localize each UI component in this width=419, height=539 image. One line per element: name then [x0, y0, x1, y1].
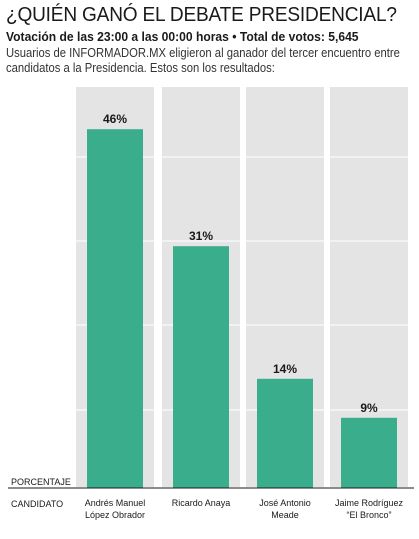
bar [173, 246, 229, 488]
chart-subtitle: Votación de las 23:00 a las 00:00 horas … [6, 29, 359, 44]
category-label: José Antonio Meade [259, 498, 311, 520]
data-label: 31% [189, 229, 213, 243]
category-label: Jaime Rodríguez “El Bronco” [335, 498, 404, 520]
bar [257, 378, 313, 488]
data-label: 9% [360, 401, 378, 415]
y-axis-label: PORCENTAJE [11, 477, 71, 487]
data-label: 14% [273, 362, 297, 376]
bar [341, 417, 397, 488]
data-label: 46% [103, 112, 127, 126]
x-axis-label: CANDIDATO [11, 499, 63, 509]
category-label: Ricardo Anaya [172, 498, 231, 508]
category-label: Andrés Manuel López Obrador [85, 498, 146, 520]
chart-description: Usuarios de INFORMADOR.MX eligieron al g… [6, 46, 400, 75]
chart-title: ¿QUIÉN GANÓ EL DEBATE PRESIDENCIAL? [6, 3, 397, 26]
bar [87, 129, 143, 488]
